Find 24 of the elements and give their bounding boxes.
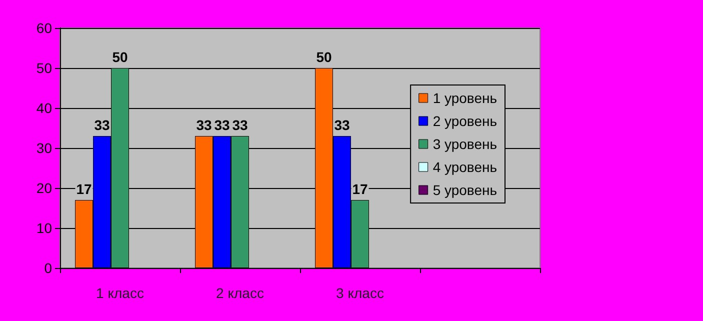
legend-label: 4 уровень	[432, 159, 498, 175]
legend-label: 5 уровень	[432, 182, 498, 198]
data-label: 33	[94, 117, 110, 133]
data-label: 17	[352, 181, 368, 197]
y-tick-label: 30	[36, 140, 52, 156]
x-tick-label: 3 класс	[336, 285, 384, 301]
legend-label: 3 уровень	[432, 136, 498, 152]
data-label: 33	[196, 117, 212, 133]
legend-label: 1 уровень	[432, 90, 498, 106]
x-tick-label: 2 класс	[216, 285, 264, 301]
y-tick-label: 20	[36, 180, 52, 196]
y-tick-label: 10	[36, 220, 52, 236]
x-tick-label: 1 класс	[96, 285, 144, 301]
y-tick-label: 0	[44, 260, 52, 276]
y-tick-label: 50	[36, 60, 52, 76]
data-label: 50	[112, 49, 128, 65]
data-label: 33	[232, 117, 248, 133]
data-label: 17	[76, 181, 92, 197]
legend-label: 2 уровень	[432, 113, 498, 129]
data-label: 33	[334, 117, 350, 133]
y-tick-label: 60	[36, 20, 52, 36]
data-label: 50	[316, 49, 332, 65]
data-label: 33	[214, 117, 230, 133]
y-tick-label: 40	[36, 100, 52, 116]
